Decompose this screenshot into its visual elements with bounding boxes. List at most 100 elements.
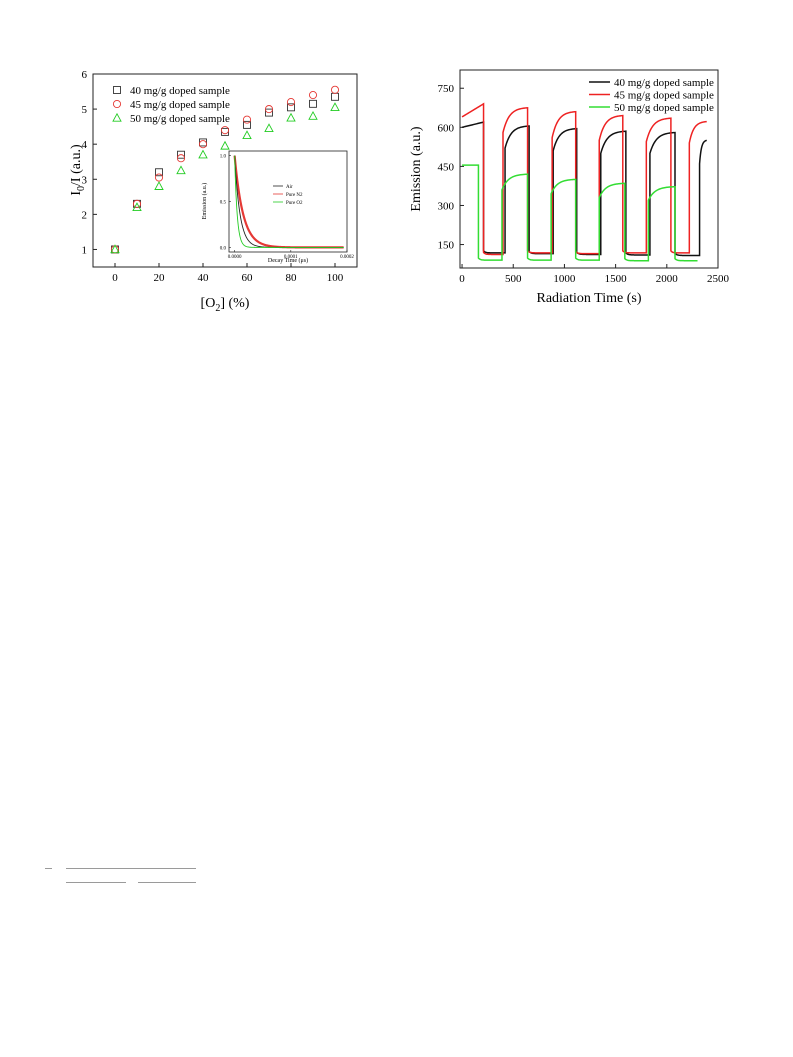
scatter-point (132, 199, 142, 208)
inset-decay-line (234, 155, 344, 248)
inset-decay-curves (233, 155, 344, 249)
scatter-legend-marker (112, 99, 122, 109)
scatter-legend: 40 mg/g doped sample 45 mg/g doped sample… (112, 85, 230, 125)
scatter-legend-label: 45 mg/g doped sample (130, 99, 230, 111)
radiation-line-chart: 0 500 1000 1500 2000 2500 150 300 450 600 750 40 m… (409, 69, 730, 306)
line-y-tick-label: 450 (438, 161, 455, 173)
inset-x-tick-label: 0.0001 (284, 255, 298, 260)
inset-legend-label: Pure O2 (286, 201, 303, 206)
inset-axis-ticks: 0.0000 0.0001 0.0002 0.0 0.5 1.0 (220, 155, 355, 260)
line-x-axis-label: Radiation Time (s) (536, 291, 641, 306)
scatter-point (286, 112, 296, 122)
scatter-legend-marker (112, 112, 122, 122)
inset-y-tick-label: 1.0 (220, 155, 227, 160)
scatter-x-tick-label: 20 (154, 272, 166, 284)
line-series-path (461, 102, 707, 256)
line-series-path (461, 121, 707, 257)
scatter-legend-label: 50 mg/g doped sample (130, 113, 230, 125)
scatter-y-tick-label: 1 (82, 244, 88, 256)
line-y-tick-label: 300 (438, 200, 455, 212)
scatter-point (309, 99, 317, 108)
scatter-point (176, 154, 186, 163)
inset-y-tick-label: 0.0 (220, 246, 227, 251)
scatter-y-tick-label: 2 (82, 209, 88, 221)
inset-x-tick-label: 0.0002 (340, 255, 354, 260)
scatter-x-tick-label: 40 (198, 272, 210, 284)
line-series-path (462, 164, 698, 262)
scatter-y-tick-label: 6 (82, 69, 88, 81)
scatter-point (243, 120, 251, 129)
scatter-y-axis-label: I0/I (a.u.) (69, 144, 87, 196)
scatter-x-tick-label: 100 (327, 272, 344, 284)
footnote-rule-short (45, 868, 52, 869)
footnote-rule-left (66, 882, 126, 883)
line-y-axis-label: Emission (a.u.) (409, 126, 424, 211)
footnote-rule-right (138, 882, 196, 883)
inset-y-axis-label: Emission (a.u.) (201, 183, 208, 220)
inset-legend-label: Air (286, 185, 293, 190)
scatter-point (199, 138, 207, 147)
scatter-x-tick-label: 60 (242, 272, 254, 284)
scatter-x-tick-label: 0 (112, 272, 118, 284)
line-x-tick-label: 2000 (656, 273, 679, 285)
line-x-tick-label: 1000 (553, 273, 576, 285)
scatter-point (155, 168, 163, 177)
line-x-tick-label: 0 (459, 273, 465, 285)
line-legend-label: 45 mg/g doped sample (614, 90, 714, 102)
line-y-tick-label: 150 (438, 240, 455, 252)
line-y-tick-label: 600 (438, 122, 455, 134)
scatter-y-tick-label: 4 (82, 139, 88, 151)
scatter-plot-frame (92, 73, 358, 268)
line-legend-label: 50 mg/g doped sample (614, 102, 714, 114)
inset-legend: Air Pure N2 Pure O2 (273, 185, 303, 206)
inset-legend-label: Pure N2 (286, 193, 303, 198)
scatter-point (264, 123, 274, 133)
scatter-point (221, 127, 229, 136)
scatter-point (220, 140, 230, 150)
inset-plot-frame (228, 150, 348, 253)
scatter-point (264, 105, 274, 114)
inset-x-axis-label: Decay Time (μs) (268, 257, 308, 264)
scatter-point (198, 140, 208, 149)
scatter-point (177, 150, 185, 159)
inset-y-tick-label: 0.5 (220, 201, 227, 206)
scatter-point (308, 110, 318, 120)
line-x-tick-label: 1500 (605, 273, 628, 285)
line-plot-frame (459, 69, 719, 269)
scatter-point (242, 130, 252, 140)
footnote-rule-long (66, 868, 196, 869)
scatter-point (286, 98, 296, 107)
scatter-point (132, 202, 142, 211)
scatter-x-axis-label: [O2] (%) (201, 296, 250, 314)
line-legend-label: 40 mg/g doped sample (614, 77, 714, 89)
scatter-point (330, 85, 340, 94)
scatter-data-points (110, 85, 340, 254)
scatter-y-tick-label: 5 (82, 104, 88, 116)
scatter-point (154, 181, 164, 190)
inset-decay-chart: 0.0000 0.0001 0.0002 0.0 0.5 1.0 Air Pure N2 Pu… (201, 150, 355, 264)
scatter-point (110, 244, 120, 254)
inset-x-tick-label: 0.0000 (228, 255, 242, 260)
scatter-y-tick-label: 3 (82, 174, 88, 186)
scatter-point (330, 102, 340, 111)
scatter-legend-label: 40 mg/g doped sample (130, 85, 230, 97)
line-x-tick-label: 500 (505, 273, 522, 285)
scatter-point (265, 108, 273, 117)
line-series-traces (461, 102, 707, 262)
scatter-axis-ticks: 0 20 40 60 80 100 1 2 3 4 5 6 (82, 69, 344, 284)
scatter-point (308, 91, 318, 100)
scatter-point (242, 115, 252, 124)
scatter-point (220, 126, 230, 135)
scatter-point (198, 149, 208, 159)
scatter-x-tick-label: 80 (286, 272, 298, 284)
line-y-tick-label: 750 (438, 83, 455, 95)
scatter-legend-marker (113, 86, 121, 94)
line-axis-ticks: 0 500 1000 1500 2000 2500 150 300 450 600 750 (438, 83, 730, 285)
scatter-point (176, 165, 186, 175)
scatter-point (331, 92, 339, 101)
scatter-point (287, 103, 295, 112)
line-x-tick-label: 2500 (707, 273, 730, 285)
